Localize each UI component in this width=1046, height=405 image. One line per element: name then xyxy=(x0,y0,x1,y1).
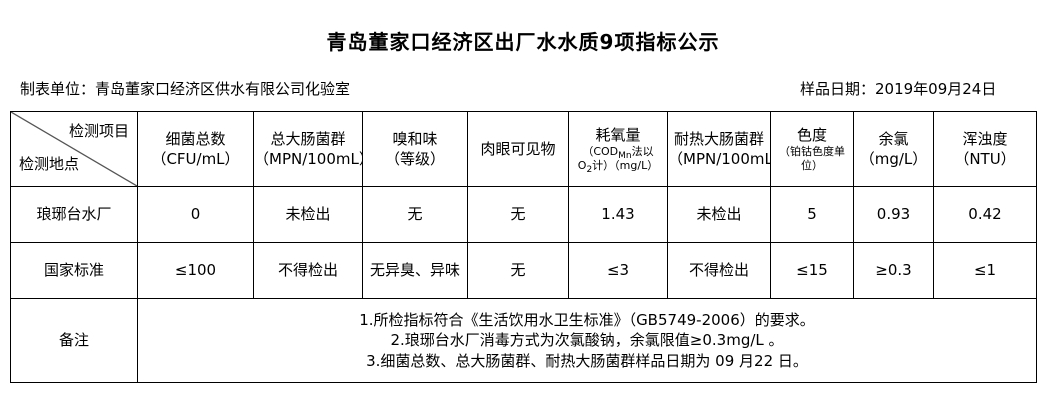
corner-label-items: 检测项目 xyxy=(68,122,129,140)
maker-unit-label: 制表单位：青岛董家口经济区供水有限公司化验室 xyxy=(20,80,351,98)
table-cell: 5 xyxy=(770,186,854,243)
cod-subscript-note: （CODMn法以 O2计）（mg/L） xyxy=(577,144,659,176)
table-cell: ≤1 xyxy=(933,242,1037,299)
remarks-label: 备注 xyxy=(10,298,138,383)
col-header-odor-taste: 嗅和味 （等级） xyxy=(362,111,468,187)
col-header-turbidity: 浑浊度 （NTU） xyxy=(933,111,1037,187)
remark-line: 3.细菌总数、总大肠菌群、耐热大肠菌群样品日期为 09 月22 日。 xyxy=(366,351,808,370)
remarks-content: 1.所检指标符合《生活饮用水卫生标准》（GB5749-2006）的要求。 2.琅… xyxy=(137,298,1037,383)
col-header-total-coliform: 总大肠菌群 （MPN/100mL） xyxy=(253,111,363,187)
col-header-residual-chlorine: 余氯 （mg/L） xyxy=(853,111,934,187)
table-cell: 不得检出 xyxy=(253,242,363,299)
table-cell: 0.42 xyxy=(933,186,1037,243)
diagonal-divider xyxy=(11,112,137,186)
table-cell: 未检出 xyxy=(253,186,363,243)
sample-date-label: 样品日期：2019年09月24日 xyxy=(800,80,997,98)
col-header-chroma: 色度 （铂钴色度单位） xyxy=(770,111,854,187)
row-label-langyatai: 琅琊台水厂 xyxy=(10,186,138,243)
remarks-row: 备注 1.所检指标符合《生活饮用水卫生标准》（GB5749-2006）的要求。 … xyxy=(10,298,1037,383)
header-row: 检测项目 检测地点 细菌总数 （CFU/mL） 总大肠菌群 （MPN/100mL… xyxy=(10,111,1037,187)
remark-line: 1.所检指标符合《生活饮用水卫生标准》（GB5749-2006）的要求。 xyxy=(359,311,815,330)
col-header-thermotolerant-coliform: 耐热大肠菌群 （MPN/100mL） xyxy=(667,111,771,187)
corner-cell: 检测项目 检测地点 xyxy=(10,111,138,187)
data-row-national-standard: 国家标准 ≤100 不得检出 无异臭、异味 无 ≤3 不得检出 ≤15 ≥0.3… xyxy=(10,242,1037,299)
col-header-visible-matter: 肉眼可见物 xyxy=(467,111,569,187)
table-cell: ≤15 xyxy=(770,242,854,299)
table-cell: ≤3 xyxy=(568,242,668,299)
row-label-national-standard: 国家标准 xyxy=(10,242,138,299)
page-title: 青岛董家口经济区出厂水水质9项指标公示 xyxy=(326,30,720,54)
col-header-cod: 耗氧量 （CODMn法以 O2计）（mg/L） xyxy=(568,111,668,187)
table-cell: 无 xyxy=(362,186,468,243)
table-cell: ≥0.3 xyxy=(853,242,934,299)
corner-label-sites: 检测地点 xyxy=(19,154,80,173)
table-cell: 0 xyxy=(137,186,254,243)
data-row-langyatai: 琅琊台水厂 0 未检出 无 无 1.43 未检出 5 0.93 0.42 xyxy=(10,186,1037,243)
table-cell: 无异臭、异味 xyxy=(362,242,468,299)
table-cell: 1.43 xyxy=(568,186,668,243)
table-cell: ≤100 xyxy=(137,242,254,299)
water-quality-table: 检测项目 检测地点 细菌总数 （CFU/mL） 总大肠菌群 （MPN/100mL… xyxy=(10,111,1037,383)
remark-line: 2.琅琊台水厂消毒方式为次氯酸钠，余氯限值≥0.3mg/L 。 xyxy=(390,331,784,350)
table-cell: 不得检出 xyxy=(667,242,771,299)
table-cell: 无 xyxy=(467,242,569,299)
table-cell: 未检出 xyxy=(667,186,771,243)
col-header-bacteria-total: 细菌总数 （CFU/mL） xyxy=(137,111,254,187)
table-cell: 无 xyxy=(467,186,569,243)
table-cell: 0.93 xyxy=(853,186,934,243)
